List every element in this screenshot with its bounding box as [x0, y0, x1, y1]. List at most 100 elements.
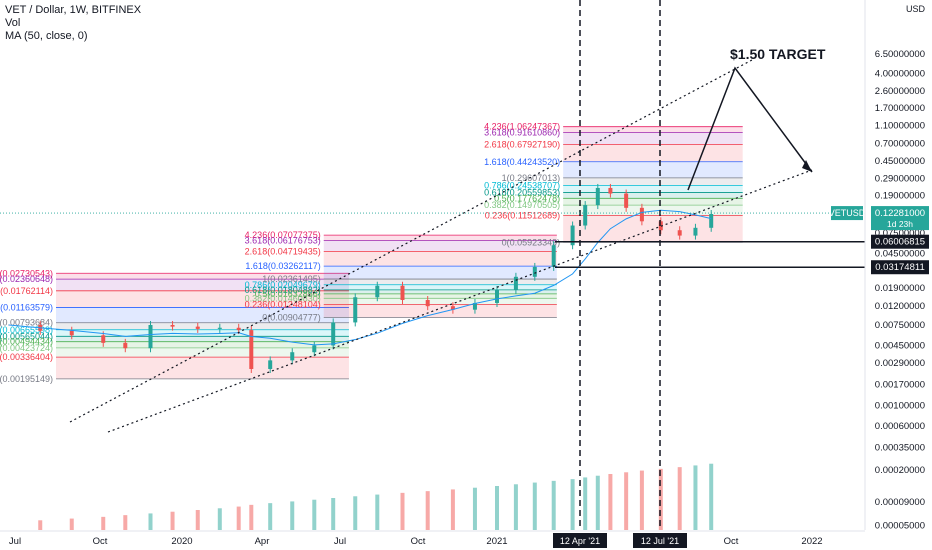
fib-band — [563, 185, 743, 193]
volume-bar — [69, 518, 74, 530]
volume-bar — [495, 486, 499, 530]
fib-level-label: 2.618(0.04719435) — [245, 246, 321, 256]
trendlines — [69, 0, 865, 530]
candle-body — [331, 322, 336, 346]
fib-band — [563, 205, 743, 216]
time-axis-tick: Jul — [334, 536, 346, 547]
fib-band — [56, 307, 349, 323]
fib-level-label: 0.618(0.01804882) — [245, 285, 321, 295]
fib-level-label: 0(0.00904777) — [262, 312, 321, 322]
fib-level-label: 0.618(0.00565044) — [0, 331, 53, 341]
fib-level-label: 3.618(0.06176753) — [245, 236, 321, 246]
fib-level-label: 0.786(0.24538707) — [484, 180, 560, 190]
volume-bar — [38, 520, 43, 530]
moving-average-line — [8, 209, 712, 346]
time-axis-tick: Oct — [724, 536, 739, 547]
volume-bar — [608, 474, 613, 530]
price-axis-tick: 0.00060000 — [875, 421, 925, 432]
time-highlight-text: 12 Jul '21 — [641, 536, 679, 546]
fib-band — [323, 304, 557, 318]
volume-bar — [195, 510, 200, 530]
volume-bar — [513, 484, 518, 530]
candle-body — [624, 193, 629, 208]
volume-bar — [595, 475, 600, 530]
volume-bar — [249, 504, 254, 530]
price-axis-tick: 0.29000000 — [875, 174, 925, 185]
volume-bar — [331, 498, 336, 530]
fib-band — [56, 341, 349, 348]
ma-indicator-label[interactable]: MA (50, close, 0) — [5, 30, 88, 42]
fib-band — [563, 161, 743, 178]
fib-band — [323, 266, 557, 280]
fib-level-label: 1.618(0.03262117) — [245, 261, 320, 271]
volume-indicator-label[interactable]: Vol — [5, 17, 21, 29]
candle-body — [236, 327, 241, 331]
volume-bar — [375, 494, 380, 530]
fib-level-label: 0.236(0.01248104) — [245, 300, 321, 310]
volume-bar — [677, 467, 682, 530]
volume-bar — [425, 491, 430, 530]
fib-band — [323, 240, 557, 252]
time-axis-tick: Oct — [93, 536, 108, 547]
fib-band — [563, 198, 743, 206]
volume-bar — [624, 472, 629, 530]
price-axis-tick: 0.01900000 — [875, 283, 925, 294]
time-axis-tick: 2021 — [486, 536, 507, 547]
volume-bar — [148, 513, 153, 530]
volume-bar — [693, 465, 698, 530]
fibonacci-layer: 4.236(0.02730543)3.618(0.02360648) 2.618(… — [0, 122, 743, 384]
fib-level-label: 1(0.02361495) — [262, 274, 321, 284]
fib-level-label: 2.618(0.67927190) — [484, 140, 560, 150]
volume-bar — [450, 489, 455, 530]
fib-band — [323, 235, 557, 241]
price-axis-tick: 0.00750000 — [875, 320, 925, 331]
volume-bar — [268, 503, 273, 530]
candle-body — [693, 227, 698, 236]
price-axis-tick: 6.50000000 — [875, 49, 925, 60]
fib-level-label: 0.5(0.00494434) — [0, 337, 53, 347]
fib-level-label: 0(0.00195149) — [0, 374, 53, 384]
candle-body — [69, 330, 74, 336]
fib-level-label: 4.236(0.07077375) — [245, 230, 321, 240]
time-axis-tick: 2022 — [801, 536, 822, 547]
price-axis-tick: 0.00020000 — [875, 465, 925, 476]
price-axis-tick: 4.00000000 — [875, 69, 925, 80]
time-axis-tick: Apr — [255, 536, 270, 547]
volume-bar — [472, 487, 477, 530]
target-annotation: $1.50 TARGET — [730, 46, 826, 62]
fib-band — [563, 192, 743, 199]
price-axis-tick: 0.00009000 — [875, 497, 925, 508]
fib-band — [56, 290, 349, 308]
candle-body — [290, 352, 295, 361]
fib-level-label: 0.236(0.11512689) — [485, 211, 560, 221]
fib-band — [323, 251, 557, 267]
candle-body — [101, 335, 106, 343]
volume-bar — [290, 501, 295, 530]
fib-level-label: 0(0.05923349) — [502, 237, 561, 247]
fib-band — [56, 336, 349, 342]
fib-band — [563, 177, 743, 186]
candle-body — [400, 285, 405, 301]
fib-band — [56, 347, 349, 358]
candle-body — [375, 285, 380, 298]
time-axis-tick: Jul — [9, 536, 21, 547]
fib-band — [56, 279, 349, 291]
fib-band — [56, 357, 349, 379]
candle-body — [312, 345, 317, 353]
fib-level-label: 2.618(0.01762114) — [0, 286, 53, 296]
volume-bar — [570, 479, 575, 530]
price-axis-tick: 0.00100000 — [875, 401, 925, 412]
candle-body — [583, 205, 588, 226]
candle-body — [472, 302, 477, 310]
last-price-tag — [871, 206, 929, 231]
candle-body — [353, 297, 358, 323]
fib-level-label: 0.382(0.01460830) — [245, 293, 321, 303]
price-axis-tick: 0.07500000 — [875, 228, 925, 239]
candle-body — [677, 230, 682, 236]
time-highlight-tag — [553, 533, 607, 548]
candle-body — [217, 327, 222, 329]
volume-bar — [170, 511, 175, 530]
volume-bar — [639, 470, 644, 530]
volume-bar — [583, 477, 588, 530]
